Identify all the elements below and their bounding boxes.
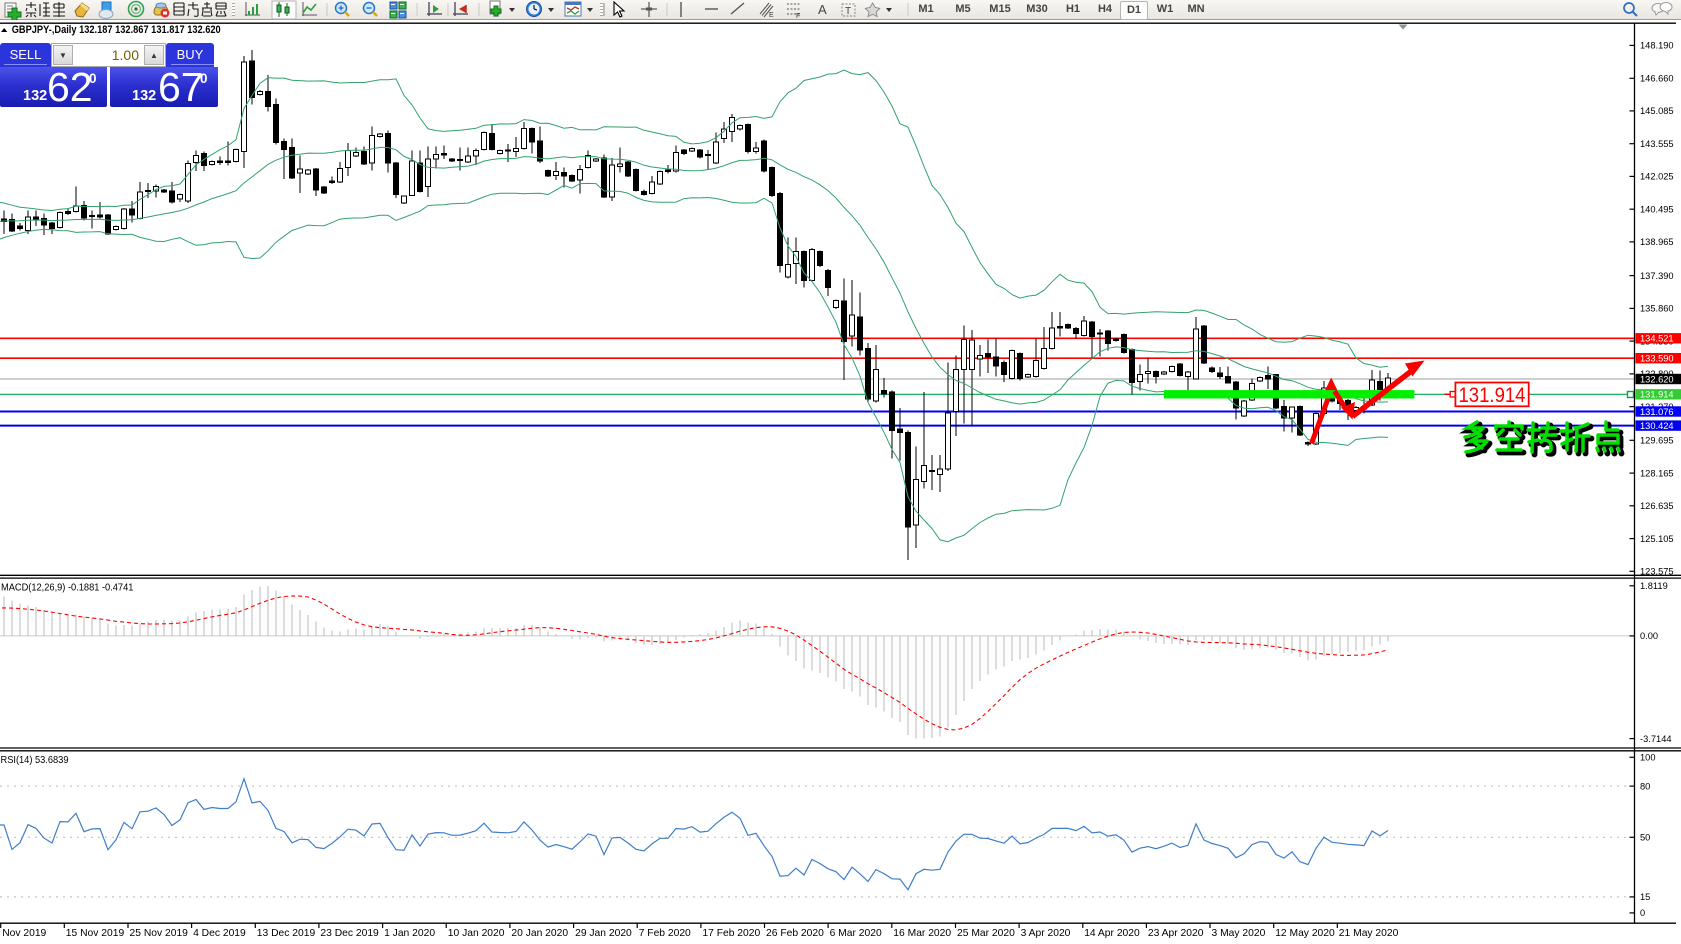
svg-text:50: 50: [1640, 833, 1650, 843]
svg-text:RSI(14) 53.6839: RSI(14) 53.6839: [1, 755, 69, 766]
svg-text:128.165: 128.165: [1640, 468, 1674, 478]
svg-text:146.660: 146.660: [1640, 74, 1674, 84]
svg-text:145.085: 145.085: [1640, 106, 1674, 116]
svg-text:133.590: 133.590: [1640, 354, 1674, 364]
svg-text:142.025: 142.025: [1640, 172, 1674, 182]
svg-text:15: 15: [1640, 892, 1650, 902]
svg-text:4 Dec 2019: 4 Dec 2019: [193, 928, 246, 939]
svg-text:131.914: 131.914: [1640, 390, 1674, 400]
svg-text:10 Jan 2020: 10 Jan 2020: [448, 928, 505, 939]
svg-text:E: E: [769, 12, 774, 19]
svg-text:131.914: 131.914: [1459, 384, 1526, 407]
svg-text:16 Mar 2020: 16 Mar 2020: [893, 928, 951, 939]
svg-text:23 Apr 2020: 23 Apr 2020: [1148, 928, 1204, 939]
svg-text:3 Apr 2020: 3 Apr 2020: [1021, 928, 1071, 939]
svg-text:129.695: 129.695: [1640, 436, 1674, 446]
svg-text:138.965: 138.965: [1640, 237, 1674, 247]
svg-text:GBPJPY-,Daily 132.187 132.867: GBPJPY-,Daily 132.187 132.867 131.817 13…: [12, 24, 221, 36]
svg-text:MACD(12,26,9) -0.1881 -0.4741: MACD(12,26,9) -0.1881 -0.4741: [1, 583, 134, 594]
svg-text:135.860: 135.860: [1640, 304, 1674, 314]
svg-text:20 Jan 2020: 20 Jan 2020: [511, 928, 568, 939]
svg-text:143.555: 143.555: [1640, 139, 1674, 149]
svg-text:80: 80: [1640, 781, 1650, 791]
svg-text:A: A: [818, 2, 827, 17]
svg-text:140.495: 140.495: [1640, 205, 1674, 215]
svg-text:126.635: 126.635: [1640, 501, 1674, 511]
svg-text:25 Nov 2019: 25 Nov 2019: [130, 928, 189, 939]
svg-text:132.620: 132.620: [1640, 374, 1674, 384]
svg-text:29 Jan 2020: 29 Jan 2020: [575, 928, 632, 939]
svg-text:14 Apr 2020: 14 Apr 2020: [1084, 928, 1140, 939]
svg-text:12 May 2020: 12 May 2020: [1275, 928, 1335, 939]
svg-text:7 Feb 2020: 7 Feb 2020: [639, 928, 691, 939]
svg-text:13 Dec 2019: 13 Dec 2019: [257, 928, 316, 939]
svg-text:134.521: 134.521: [1640, 334, 1674, 344]
svg-text:125.105: 125.105: [1640, 534, 1674, 544]
svg-text:100: 100: [1640, 753, 1656, 763]
svg-text:T: T: [845, 6, 851, 17]
svg-text:25 Mar 2020: 25 Mar 2020: [957, 928, 1015, 939]
svg-text:21 May 2020: 21 May 2020: [1339, 928, 1399, 939]
svg-text:23 Dec 2019: 23 Dec 2019: [320, 928, 379, 939]
svg-text:0.00: 0.00: [1640, 631, 1658, 641]
svg-text:3 May 2020: 3 May 2020: [1212, 928, 1266, 939]
svg-text:1 Jan 2020: 1 Jan 2020: [384, 928, 435, 939]
svg-text:6 Mar 2020: 6 Mar 2020: [830, 928, 882, 939]
svg-text:130.424: 130.424: [1640, 421, 1674, 431]
svg-text:0: 0: [1640, 908, 1645, 918]
svg-text:F: F: [796, 13, 800, 20]
svg-text:123.575: 123.575: [1640, 567, 1674, 577]
svg-text:15 Nov 2019: 15 Nov 2019: [66, 928, 125, 939]
svg-text:17 Feb 2020: 17 Feb 2020: [702, 928, 760, 939]
svg-text:131.076: 131.076: [1640, 407, 1674, 417]
svg-text:137.390: 137.390: [1640, 271, 1674, 281]
svg-text:-3.7144: -3.7144: [1640, 734, 1672, 744]
svg-text:148.190: 148.190: [1640, 41, 1674, 51]
svg-text:1.8119: 1.8119: [1640, 581, 1668, 591]
svg-text:Nov 2019: Nov 2019: [2, 928, 46, 939]
svg-text:26 Feb 2020: 26 Feb 2020: [766, 928, 824, 939]
